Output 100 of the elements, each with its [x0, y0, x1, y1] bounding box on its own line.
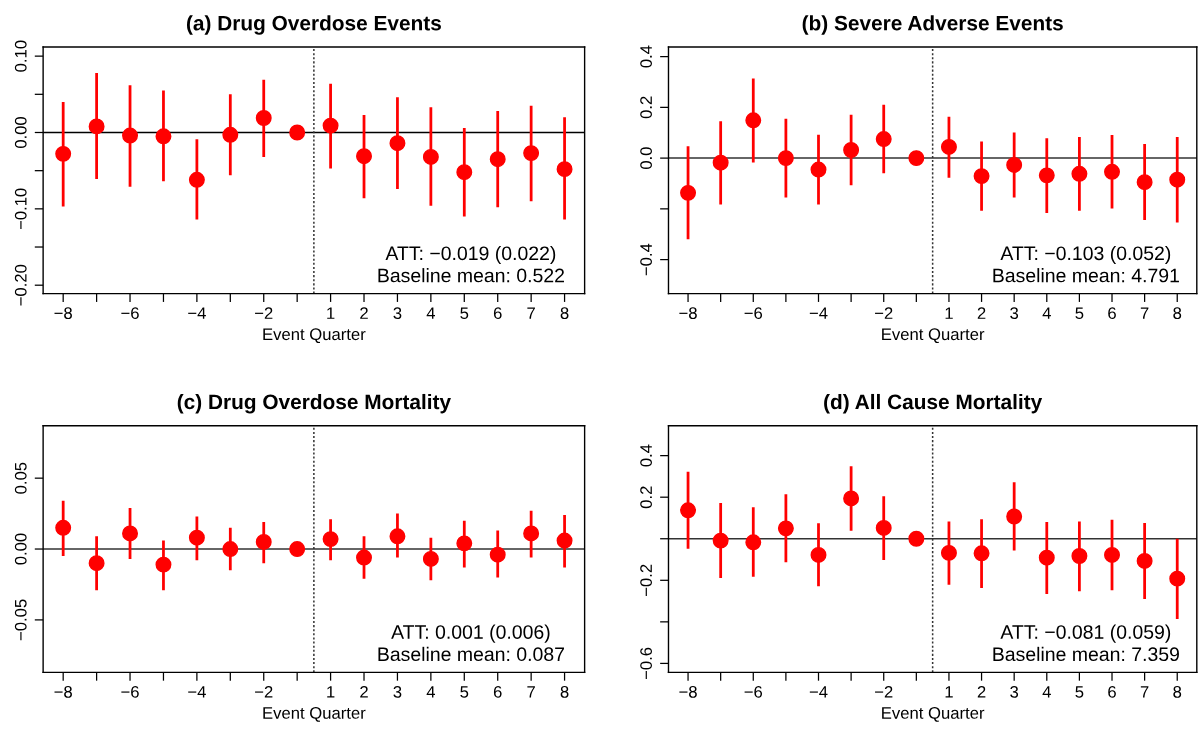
point — [389, 135, 406, 152]
point — [289, 124, 306, 141]
point — [55, 519, 72, 536]
point — [122, 525, 139, 542]
point — [88, 118, 105, 135]
point — [255, 533, 272, 550]
point — [1169, 171, 1186, 188]
point — [680, 502, 697, 519]
point — [422, 550, 439, 567]
annotation: ATT: 0.001 (0.006) — [391, 624, 550, 643]
x-tick-label: 5 — [460, 686, 469, 698]
x-tick-label: −2 — [255, 685, 273, 698]
x-tick-label: 8 — [1173, 307, 1182, 320]
y-tick-label: −0.6 — [640, 647, 652, 680]
x-tick-label: 2 — [977, 307, 986, 319]
point — [356, 549, 372, 566]
x-tick-label: 4 — [426, 686, 436, 698]
chart-title: (c) Drug Overdose Mortality — [177, 393, 451, 414]
x-tick-label: 4 — [1042, 686, 1051, 698]
x-tick-label: 5 — [1075, 307, 1084, 320]
point — [777, 520, 794, 537]
x-axis-title: Event Quarter — [882, 328, 985, 344]
x-tick-label: 4 — [1042, 307, 1051, 319]
x-tick-label: 2 — [360, 307, 368, 319]
point — [155, 556, 172, 573]
x-tick-label: −8 — [54, 307, 72, 320]
point — [556, 532, 573, 549]
y-tick-label: 0.2 — [640, 486, 652, 509]
x-tick-label: 6 — [1108, 685, 1116, 698]
point — [1104, 163, 1120, 180]
point — [745, 112, 762, 129]
point — [908, 530, 925, 547]
x-tick-label: 3 — [393, 685, 402, 698]
x-tick-label: 1 — [945, 686, 953, 698]
point — [289, 541, 306, 558]
point — [356, 148, 372, 165]
y-tick-label: −0.05 — [14, 599, 27, 641]
point — [1136, 553, 1153, 569]
point — [777, 150, 794, 167]
point — [1169, 570, 1186, 587]
x-tick-label: 3 — [1010, 685, 1019, 698]
point — [1038, 549, 1055, 566]
point — [745, 534, 762, 551]
annotation: Baseline mean: 0.087 — [378, 646, 564, 662]
point — [875, 131, 892, 148]
point — [940, 138, 957, 155]
point — [322, 117, 339, 134]
y-tick-label: 0.2 — [640, 96, 652, 119]
annotation: Baseline mean: 0.522 — [378, 268, 564, 283]
point — [255, 110, 272, 126]
x-tick-label: 7 — [527, 307, 535, 319]
x-tick-label: −6 — [121, 685, 139, 698]
x-tick-label: −4 — [809, 686, 828, 698]
x-tick-label: −4 — [188, 307, 206, 319]
y-tick-label: 0.05 — [14, 462, 27, 494]
point — [1071, 548, 1088, 564]
x-tick-label: 1 — [327, 307, 335, 319]
x-tick-label: 3 — [393, 307, 402, 320]
x-tick-label: −8 — [54, 685, 72, 698]
point — [940, 544, 957, 561]
point — [1136, 174, 1153, 191]
y-tick-label: −0.2 — [640, 564, 652, 596]
point — [1104, 546, 1120, 563]
x-tick-label: 1 — [327, 686, 335, 698]
point — [155, 128, 172, 145]
x-tick-label: −8 — [679, 685, 697, 698]
x-tick-label: 3 — [1010, 307, 1019, 320]
x-tick-label: 4 — [426, 307, 436, 319]
chart-title: (b) Severe Adverse Events — [802, 15, 1063, 35]
x-tick-label: 8 — [560, 685, 569, 698]
point — [1006, 156, 1023, 173]
x-tick-label: 2 — [360, 685, 368, 698]
x-axis-title: Event Quarter — [263, 707, 366, 722]
x-tick-label: −4 — [809, 307, 828, 319]
x-tick-label: 2 — [977, 685, 986, 698]
point — [712, 532, 729, 549]
point — [322, 531, 339, 548]
x-tick-label: 8 — [560, 307, 569, 320]
point — [456, 164, 473, 181]
point — [973, 545, 990, 562]
x-tick-label: −6 — [744, 307, 763, 320]
point — [489, 151, 506, 168]
chart-title: (d) All Cause Mortality — [824, 393, 1043, 414]
x-tick-label: −2 — [875, 307, 893, 319]
annotation: ATT: −0.081 (0.059) — [1000, 624, 1171, 643]
point — [523, 145, 540, 162]
point — [556, 161, 573, 178]
y-tick-label: 0.4 — [640, 444, 652, 467]
point — [456, 535, 473, 552]
x-tick-label: −8 — [679, 307, 697, 320]
point — [523, 525, 540, 542]
point — [810, 546, 827, 563]
x-axis-title: Event Quarter — [263, 328, 366, 344]
point — [222, 126, 239, 143]
point — [1071, 165, 1088, 182]
x-tick-label: 7 — [1140, 686, 1149, 698]
y-tick-label: −0.4 — [640, 243, 652, 276]
point — [55, 145, 72, 162]
x-tick-label: 6 — [493, 307, 502, 320]
y-tick-label: 0.00 — [14, 533, 27, 565]
